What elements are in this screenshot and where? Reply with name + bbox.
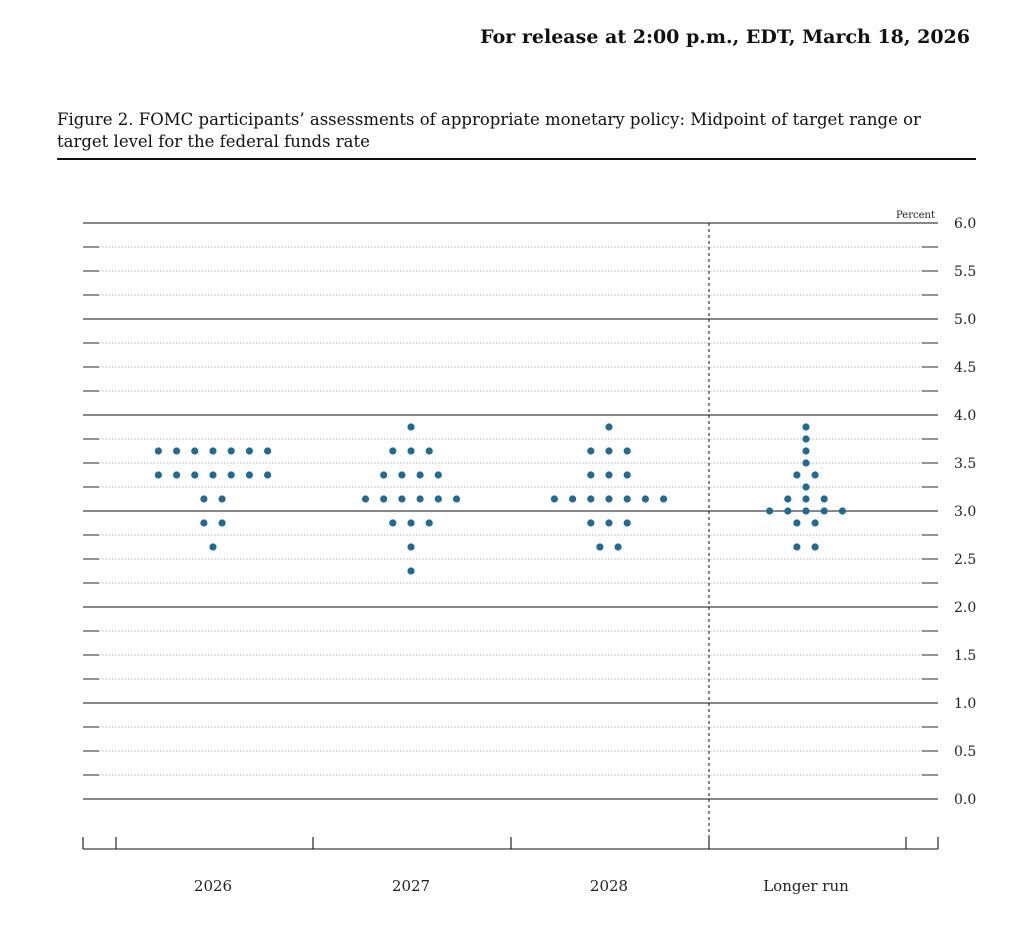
participant-dot <box>605 447 613 455</box>
participant-dot <box>802 447 810 455</box>
participant-dot <box>218 495 226 503</box>
participant-dot <box>660 495 668 503</box>
participant-dot <box>587 495 595 503</box>
y-tick-label: 2.5 <box>954 552 976 568</box>
participant-dot <box>784 507 792 515</box>
participant-dot <box>380 471 388 479</box>
participant-dot <box>416 495 424 503</box>
participant-dot <box>407 423 415 431</box>
x-category-label: 2026 <box>194 877 232 895</box>
participant-dot <box>802 459 810 467</box>
participant-dot <box>209 543 217 551</box>
participant-dot <box>191 447 199 455</box>
participant-dot <box>802 495 810 503</box>
participant-dot <box>434 495 442 503</box>
participant-dot <box>605 519 613 527</box>
x-category-label: Longer run <box>763 877 849 895</box>
participant-dot <box>407 567 415 575</box>
participant-dot <box>264 471 272 479</box>
participant-dot <box>407 447 415 455</box>
participant-dot <box>793 543 801 551</box>
participant-dot <box>389 519 397 527</box>
participant-dot <box>820 507 828 515</box>
y-tick-label: 2.0 <box>954 600 976 616</box>
y-tick-label: 0.0 <box>954 792 976 808</box>
y-tick-label: 6.0 <box>954 216 976 232</box>
y-tick-label: 1.5 <box>954 648 976 664</box>
title-rule <box>57 158 976 160</box>
participant-dot <box>811 471 819 479</box>
participant-dot <box>227 471 235 479</box>
participant-dot <box>425 519 433 527</box>
participant-dot <box>389 447 397 455</box>
participant-dot <box>173 447 181 455</box>
participant-dot <box>200 519 208 527</box>
participant-dot <box>820 495 828 503</box>
participant-dot <box>398 495 406 503</box>
participant-dot <box>811 519 819 527</box>
participant-dot <box>407 519 415 527</box>
participant-dot <box>587 519 595 527</box>
participant-dot <box>623 447 631 455</box>
participant-dot <box>209 471 217 479</box>
participant-dot <box>550 495 559 503</box>
y-tick-label: 4.0 <box>954 408 976 424</box>
participant-dot <box>766 507 774 515</box>
participant-dot <box>218 519 226 527</box>
participant-dot <box>569 495 577 503</box>
y-tick-label: 3.0 <box>954 504 976 520</box>
participant-dot <box>452 495 461 503</box>
participant-dot <box>784 495 792 503</box>
participant-dot <box>154 447 162 455</box>
participant-dot <box>623 495 631 503</box>
participant-dot <box>838 507 847 515</box>
y-tick-label: 4.5 <box>954 360 976 376</box>
participant-dot <box>425 447 433 455</box>
x-category-label: 2028 <box>590 877 628 895</box>
participant-dot <box>802 423 810 431</box>
participant-dot <box>793 519 801 527</box>
participant-dot <box>407 543 415 551</box>
participant-dot <box>596 543 604 551</box>
release-line: For release at 2:00 p.m., EDT, March 18,… <box>480 26 970 48</box>
participant-dot <box>623 471 631 479</box>
participant-dot <box>434 471 442 479</box>
participant-dot <box>802 507 810 515</box>
participant-dot <box>802 483 810 491</box>
participant-dot <box>587 471 595 479</box>
participant-dot <box>173 471 181 479</box>
figure-title: Figure 2. FOMC participants’ assessments… <box>57 110 921 151</box>
participant-dot <box>380 495 388 503</box>
participant-dot <box>209 447 217 455</box>
participant-dot <box>802 435 810 443</box>
participant-dot <box>245 471 253 479</box>
participant-dot <box>264 447 272 455</box>
participant-dot <box>154 471 162 479</box>
participant-dot <box>361 495 370 503</box>
participant-dot <box>811 543 819 551</box>
participant-dot <box>614 543 622 551</box>
participant-dot <box>641 495 650 503</box>
participant-dot <box>605 423 613 431</box>
participant-dot <box>587 447 595 455</box>
y-axis-unit-label: Percent <box>896 210 935 221</box>
participant-dot <box>200 495 208 503</box>
participant-dot <box>227 447 235 455</box>
y-tick-label: 1.0 <box>954 696 976 712</box>
participant-dot <box>793 471 801 479</box>
participant-dot <box>605 471 613 479</box>
participant-dot <box>605 495 613 503</box>
y-tick-label: 3.5 <box>954 456 976 472</box>
participant-dot <box>623 519 631 527</box>
y-tick-label: 5.5 <box>954 264 976 280</box>
y-tick-label: 5.0 <box>954 312 976 328</box>
participant-dot <box>245 447 253 455</box>
participant-dot <box>191 471 199 479</box>
x-category-label: 2027 <box>392 877 430 895</box>
participant-dot <box>398 471 406 479</box>
y-tick-label: 0.5 <box>954 744 976 760</box>
participant-dot <box>416 471 424 479</box>
